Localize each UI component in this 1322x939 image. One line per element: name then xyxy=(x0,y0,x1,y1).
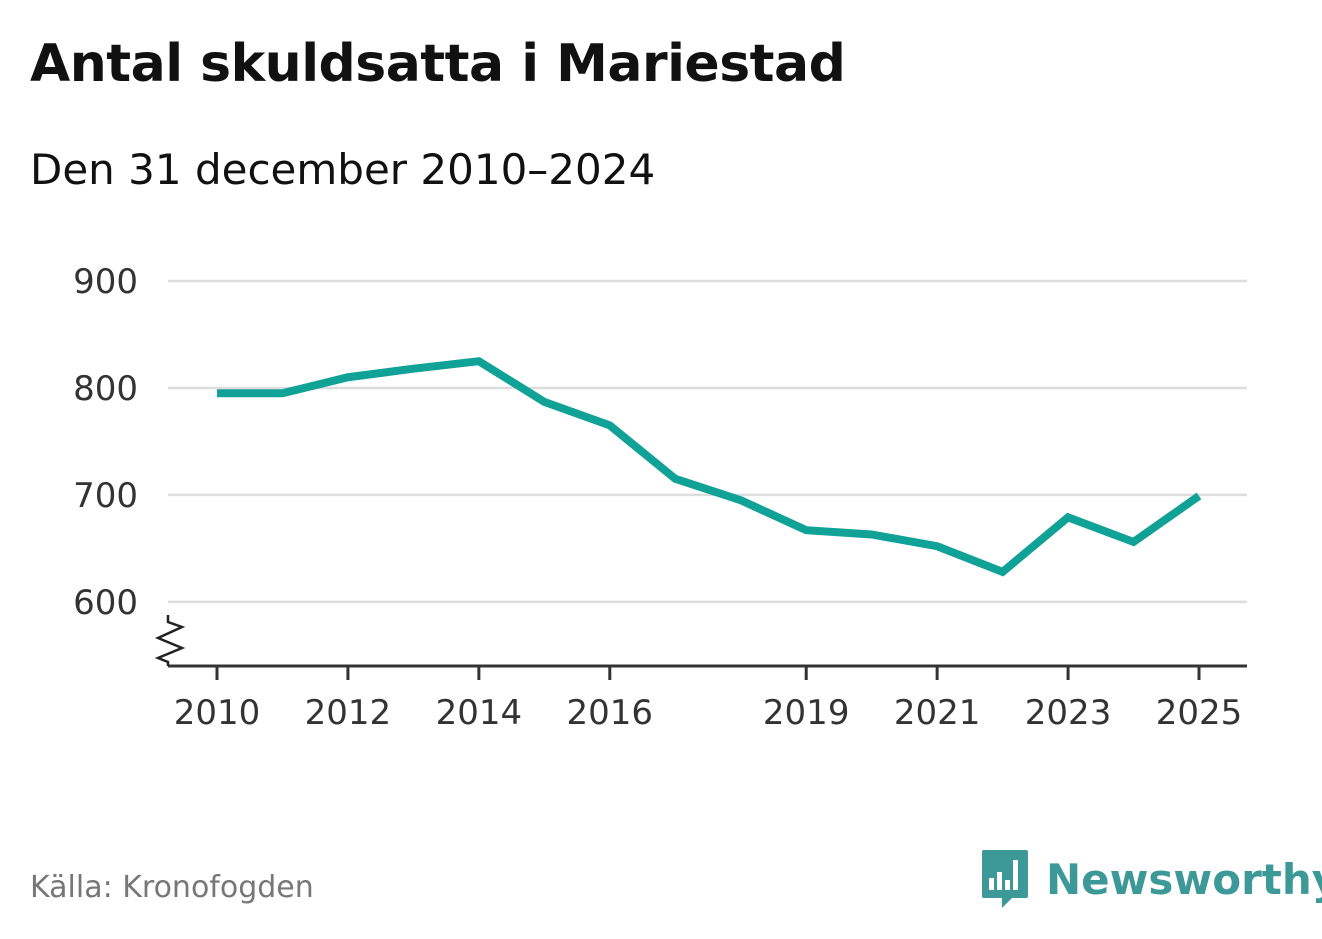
x-tick-label: 2016 xyxy=(567,693,654,733)
chart-title: Antal skuldsatta i Mariestad xyxy=(30,34,846,94)
series-group xyxy=(216,357,1202,577)
x-tick-label: 2019 xyxy=(763,693,850,733)
x-tick-label: 2021 xyxy=(894,693,981,733)
chart-subtitle: Den 31 december 2010–2024 xyxy=(30,145,656,194)
x-tick-label: 2012 xyxy=(305,693,392,733)
y-tick-label: 600 xyxy=(73,583,138,623)
source-note: Källa: Kronofogden xyxy=(30,870,314,905)
brand-name: Newsworthy xyxy=(1046,854,1322,904)
axis-break-icon xyxy=(154,615,186,666)
y-axis-ticks: 600 700 800 900 xyxy=(73,262,138,623)
bar-chart-icon xyxy=(982,850,1028,908)
y-tick-label: 800 xyxy=(73,369,138,409)
y-tick-label: 700 xyxy=(73,476,138,516)
series-line-0 xyxy=(217,357,1202,577)
y-tick-label: 900 xyxy=(73,262,138,302)
x-tick-label: 2025 xyxy=(1156,693,1243,733)
x-tick-label: 2014 xyxy=(436,693,523,733)
x-tick-label: 2023 xyxy=(1025,693,1112,733)
gridlines xyxy=(168,279,1247,604)
brand-logo[interactable]: Newsworthy xyxy=(980,848,1322,910)
x-axis-ticks: 2010 2012 2014 2016 2019 2021 2023 2025 xyxy=(174,666,1243,733)
x-tick-label: 2010 xyxy=(174,693,261,733)
